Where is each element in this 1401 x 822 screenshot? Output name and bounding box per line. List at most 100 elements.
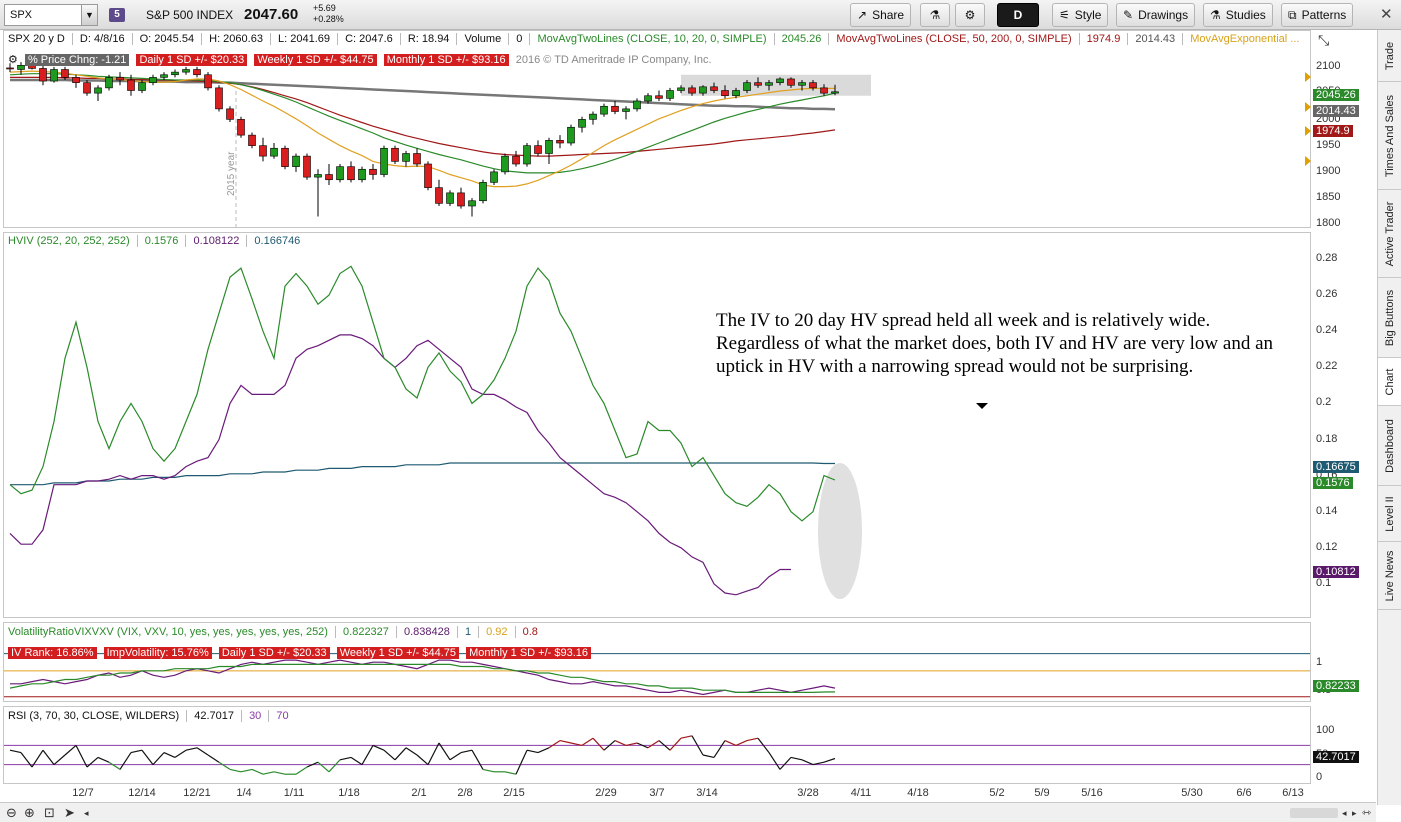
zoom-area-icon[interactable]: ⊡	[44, 805, 55, 820]
date-tick: 12/21	[183, 787, 211, 799]
net-change-percent: +0.28%	[313, 14, 344, 24]
tab-dashboard[interactable]: Dashboard	[1378, 406, 1401, 486]
rsi-tick: 100	[1316, 724, 1335, 736]
candle-body	[138, 82, 146, 91]
highlight-ellipse	[818, 463, 862, 599]
date-tick: 2/15	[503, 787, 525, 799]
collapse-panels-icon[interactable]: ⤡	[1318, 32, 1330, 48]
candle-body	[677, 87, 685, 91]
tab-dashboard-label: Dashboard	[1383, 418, 1396, 473]
studies-button[interactable]: ⚗ Studies	[1203, 3, 1273, 27]
rsi-segment	[394, 747, 407, 761]
rsi-chart[interactable]	[4, 707, 1311, 784]
vol-ratio-label: VolatilityRatioVIXVXV (VIX, VXV, 10, yes…	[8, 626, 328, 638]
price-panel[interactable]: SPX 20 y D D: 4/8/16 O: 2045.54 H: 2060.…	[3, 30, 1311, 228]
hviv-panel[interactable]: HVIV (252, 20, 252, 252) 0.1576 0.108122…	[3, 232, 1311, 618]
date-tick: 2/1	[411, 787, 427, 799]
tab-times-and-sales[interactable]: Times And Sales	[1378, 82, 1401, 190]
date-tick: 1/18	[338, 787, 360, 799]
ma2-label: MovAvgTwoLines (CLOSE, 50, 200, 0, SIMPL…	[836, 33, 1072, 45]
price-chart[interactable]	[4, 31, 1311, 228]
rsi-segment	[823, 757, 836, 763]
vol-ratio-panel[interactable]: VolatilityRatioVIXVXV (VIX, VXV, 10, yes…	[3, 622, 1311, 702]
candle-body	[281, 147, 289, 167]
candle-body	[204, 74, 212, 89]
close-icon[interactable]: ✕	[1380, 6, 1393, 23]
candle-body	[809, 82, 817, 89]
candle-body	[314, 174, 322, 178]
share-icon: ↗	[857, 8, 868, 22]
panel-settings-icon[interactable]: ⚙	[8, 54, 18, 66]
monthly-sd-chip: Monthly 1 SD +/- $93.16	[383, 54, 509, 66]
tab-big-buttons[interactable]: Big Buttons	[1378, 278, 1401, 358]
vol-monthly-sd-chip: Monthly 1 SD +/- $93.16	[466, 647, 592, 659]
horizontal-scrollbar[interactable]	[1290, 808, 1338, 818]
bar-open: O: 2045.54	[139, 33, 195, 45]
symbol-info: SPX 20 y D	[8, 33, 65, 45]
cursor-icon[interactable]: ➤	[64, 805, 75, 820]
rsi-segment	[449, 752, 462, 761]
tab-live-news[interactable]: Live News	[1378, 542, 1401, 610]
share-button[interactable]: ↗ Share	[850, 3, 912, 27]
zoom-out-icon[interactable]: ⊖	[6, 805, 17, 820]
rsi-axis[interactable]: 100 50 0	[1312, 706, 1376, 784]
hviv-chart[interactable]	[4, 233, 1311, 618]
hviv-value-hv252: 0.166746	[254, 235, 301, 247]
candle-body	[193, 69, 201, 76]
rsi-segment	[86, 756, 99, 768]
rsi-segment	[526, 749, 539, 754]
style-button[interactable]: ⚟ Style	[1052, 3, 1109, 27]
rsi-segment	[240, 768, 253, 773]
hv252-line	[10, 462, 835, 486]
price-axis[interactable]: 2100 2050 2000 1950 1900 1850 1800	[1312, 48, 1376, 229]
annotation-text[interactable]: The IV to 20 day HV spread held all week…	[716, 310, 1274, 377]
candle-body	[127, 79, 135, 91]
candle-body	[116, 77, 124, 81]
tab-chart[interactable]: Chart	[1378, 358, 1401, 406]
zoom-in-icon[interactable]: ⊕	[24, 805, 35, 820]
rsi-segment	[306, 761, 319, 768]
hviv-tick: 0.1	[1316, 576, 1332, 589]
candle-body	[666, 90, 674, 99]
scroll-left-icon[interactable]: ◂	[1342, 808, 1347, 818]
scroll-right-icon[interactable]: ▸	[1352, 808, 1357, 818]
rsi-upper: 70	[276, 710, 289, 722]
lab-button[interactable]: ⚗	[920, 3, 950, 27]
hviv-axis[interactable]: 0.28 0.26 0.24 0.22 0.2 0.18 0.16 0.14 0.12 0.1	[1312, 232, 1376, 618]
ma1-value: 2045.26	[781, 33, 822, 45]
rsi-segment	[537, 747, 550, 754]
candle-body	[270, 147, 278, 157]
settings-button[interactable]: ⚙	[955, 3, 985, 27]
candle-body	[292, 155, 300, 167]
link-group-badge[interactable]: 5	[109, 8, 125, 22]
candle-body	[182, 69, 190, 73]
candle-body	[732, 90, 740, 97]
patterns-button[interactable]: ⧉ Patterns	[1281, 3, 1354, 27]
share-label: Share	[872, 8, 905, 22]
symbol-input[interactable]: SPX ▼	[4, 4, 98, 26]
iv-line	[9, 334, 791, 596]
candle-body	[545, 140, 553, 154]
aggregation-button[interactable]: D	[997, 3, 1039, 27]
vol-weekly-sd-chip: Weekly 1 SD +/- $44.75	[336, 647, 460, 659]
arrow-left-icon[interactable]: ◂	[84, 808, 89, 818]
pencil-icon: ✎	[1123, 8, 1134, 22]
drawings-button[interactable]: ✎ Drawings	[1116, 3, 1196, 27]
candle-body	[325, 174, 333, 181]
tab-trade[interactable]: Trade	[1378, 30, 1401, 82]
hv-line	[9, 265, 836, 522]
rsi-segment	[64, 744, 77, 756]
tab-active-trader[interactable]: Active Trader	[1378, 190, 1401, 278]
symbol-dropdown-icon[interactable]: ▼	[81, 5, 97, 25]
rsi-segment	[317, 761, 330, 773]
hviv-tick: 0.12	[1316, 540, 1338, 553]
tab-level-ii[interactable]: Level II	[1378, 486, 1401, 542]
expand-range-icon[interactable]: ⇿	[1362, 807, 1372, 819]
rsi-panel[interactable]: RSI (3, 70, 30, CLOSE, WILDERS) 42.7017 …	[3, 706, 1311, 784]
rsi-segment	[108, 761, 121, 770]
rsi-segment	[625, 742, 638, 746]
rsi-segment	[482, 768, 495, 773]
rsi-segment	[768, 752, 781, 770]
hv252-badge: 0.16675	[1313, 461, 1359, 473]
date-axis[interactable]: 12/7 12/14 12/21 1/4 1/11 1/18 2/1 2/8 2/15 2/29 3…	[3, 784, 1311, 802]
